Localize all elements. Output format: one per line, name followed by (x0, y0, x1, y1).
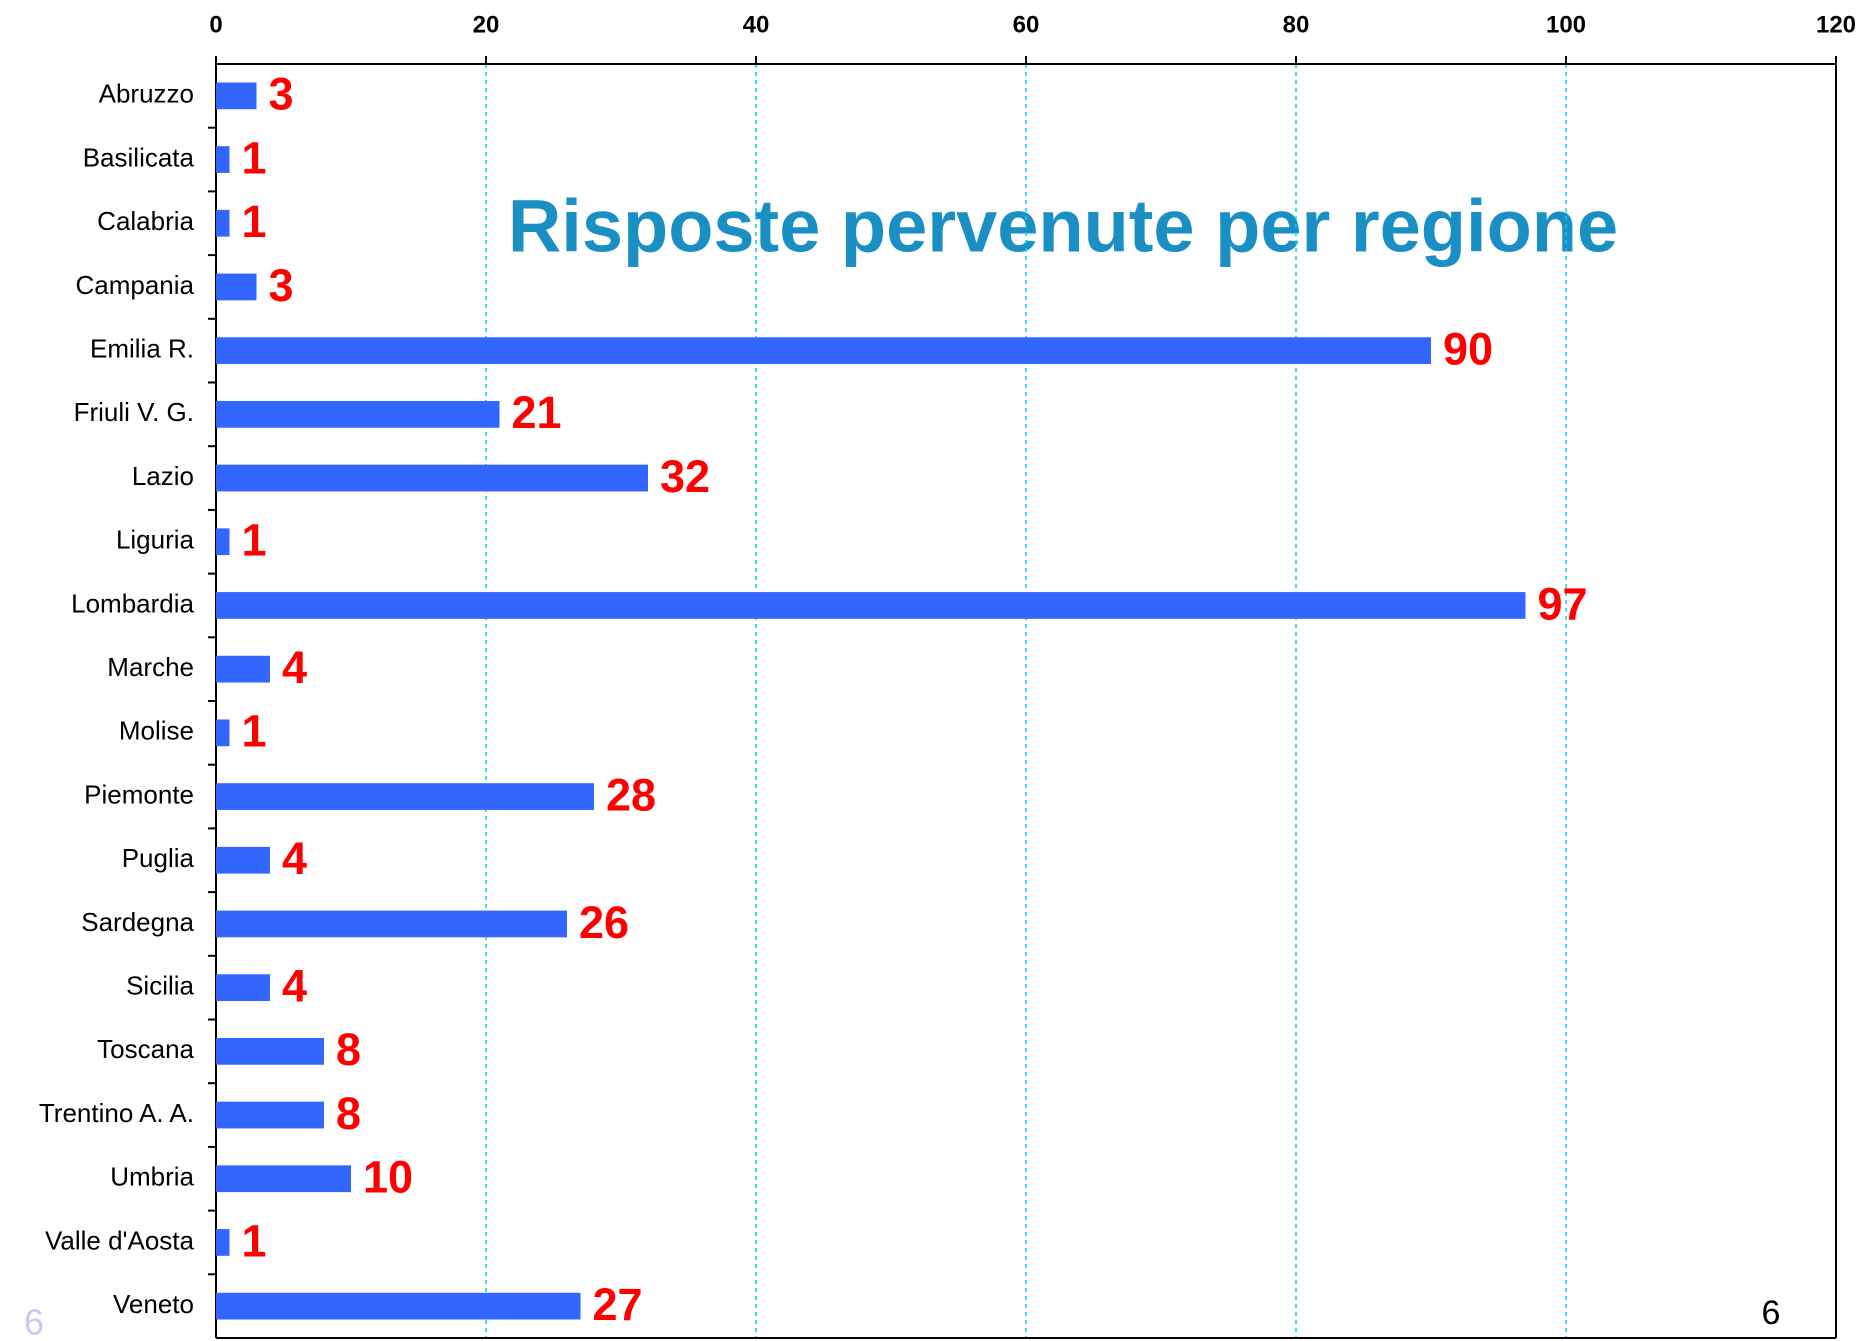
x-tick-label: 120 (1816, 11, 1856, 38)
bar (216, 1292, 581, 1320)
bar (216, 1037, 324, 1065)
page-number: 6 (1762, 1294, 1781, 1332)
bar (216, 146, 230, 173)
y-tick-label: Sardegna (81, 907, 194, 937)
x-tick-label: 20 (473, 11, 500, 38)
y-tick-label: Molise (119, 716, 194, 746)
x-tick-label: 80 (1283, 11, 1310, 38)
value-label: 32 (660, 451, 710, 502)
y-tick-label: Sicilia (126, 971, 194, 1001)
bar (216, 1101, 324, 1129)
y-tick-label: Lombardia (71, 588, 194, 618)
value-label: 21 (512, 387, 562, 438)
bar (216, 783, 594, 810)
value-label: 1 (242, 132, 267, 183)
chart-title: Risposte pervenute per regione (508, 185, 1618, 268)
value-label: 97 (1538, 578, 1588, 629)
value-label: 3 (269, 260, 294, 311)
x-tick-label: 60 (1013, 11, 1040, 38)
y-tick-label: Veneto (113, 1289, 194, 1319)
value-label: 90 (1443, 324, 1493, 375)
y-tick-label: Umbria (110, 1162, 194, 1192)
y-tick-label: Basilicata (83, 142, 195, 172)
bar (216, 400, 500, 428)
bar (216, 719, 230, 747)
bar (216, 337, 1431, 365)
value-label: 4 (282, 961, 307, 1012)
value-label: 27 (593, 1279, 643, 1330)
value-label: 8 (336, 1088, 361, 1139)
y-tick-label: Abruzzo (99, 79, 194, 109)
bar (216, 974, 270, 1002)
y-tick-label: Valle d'Aosta (45, 1225, 195, 1255)
value-label: 10 (363, 1152, 413, 1203)
x-tick-label: 0 (209, 11, 222, 38)
bar (216, 209, 230, 237)
bar (216, 273, 257, 301)
bar (216, 1165, 351, 1193)
bar (216, 655, 270, 683)
value-label: 8 (336, 1024, 361, 1075)
value-label: 1 (242, 196, 267, 247)
value-label: 1 (242, 706, 267, 757)
bar (216, 846, 270, 874)
bar (216, 1229, 230, 1256)
value-label: 3 (269, 69, 294, 120)
y-tick-label: Friuli V. G. (74, 397, 194, 427)
value-label: 4 (282, 833, 307, 884)
y-tick-label: Lazio (132, 461, 194, 491)
x-tick-label: 40 (743, 11, 770, 38)
y-tick-label: Calabria (97, 206, 194, 236)
y-tick-label: Trentino A. A. (39, 1098, 194, 1128)
y-tick-label: Marche (107, 652, 194, 682)
y-tick-label: Emilia R. (90, 334, 194, 364)
value-label: 1 (242, 515, 267, 566)
x-tick-label: 100 (1546, 11, 1586, 38)
bar (216, 82, 257, 110)
bar (216, 592, 1526, 619)
bar (216, 910, 567, 938)
y-tick-label: Puglia (122, 843, 195, 873)
y-tick-label: Liguria (116, 525, 195, 555)
value-label: 28 (606, 769, 656, 820)
y-tick-label: Piemonte (84, 779, 194, 809)
slide-number: 6 (24, 1302, 44, 1341)
value-label: 1 (242, 1215, 267, 1266)
value-label: 4 (282, 642, 307, 693)
y-tick-label: Campania (75, 270, 194, 300)
bar (216, 464, 648, 492)
y-tick-label: Toscana (97, 1034, 194, 1064)
value-label: 26 (579, 897, 629, 948)
bar (216, 528, 230, 556)
